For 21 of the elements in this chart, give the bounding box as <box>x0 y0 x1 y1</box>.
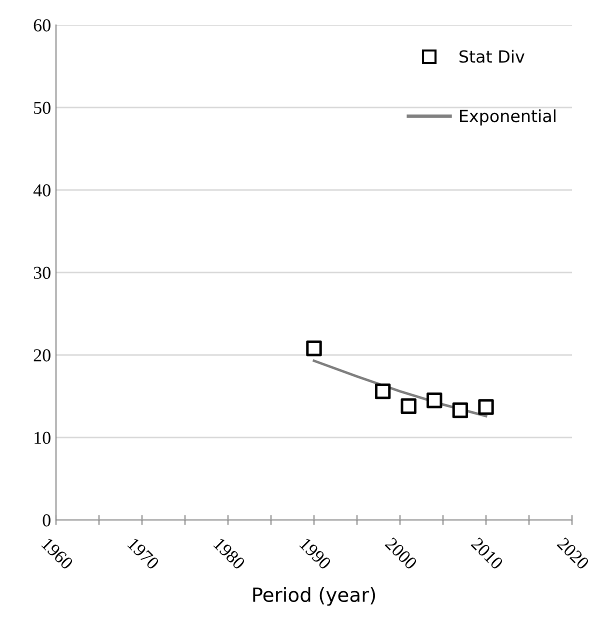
x-axis-title: Period (year) <box>253 586 376 606</box>
point <box>452 402 468 418</box>
x-tick-label: 1970 <box>127 537 160 570</box>
y-tick-label: 30 <box>34 266 50 279</box>
y-tick-label: 20 <box>34 349 50 362</box>
y-tick-label: 40 <box>33 184 50 196</box>
y-tick-label: 60 <box>34 19 50 32</box>
point <box>400 398 416 414</box>
line-series <box>312 360 488 418</box>
x-tick-label: 1960 <box>41 537 74 570</box>
y-tick-label: 0 <box>42 514 50 526</box>
x-tick-label: 1990 <box>299 537 332 570</box>
y-tick-label: 10 <box>34 432 50 444</box>
y-tick-label: 50 <box>34 102 50 114</box>
legend-label: Stat Div <box>460 50 524 63</box>
point <box>306 340 322 356</box>
x-tick-label: 1980 <box>213 537 246 570</box>
legend-label: Exponential <box>460 109 556 126</box>
point <box>426 392 442 408</box>
point <box>478 399 494 415</box>
point <box>374 383 391 400</box>
